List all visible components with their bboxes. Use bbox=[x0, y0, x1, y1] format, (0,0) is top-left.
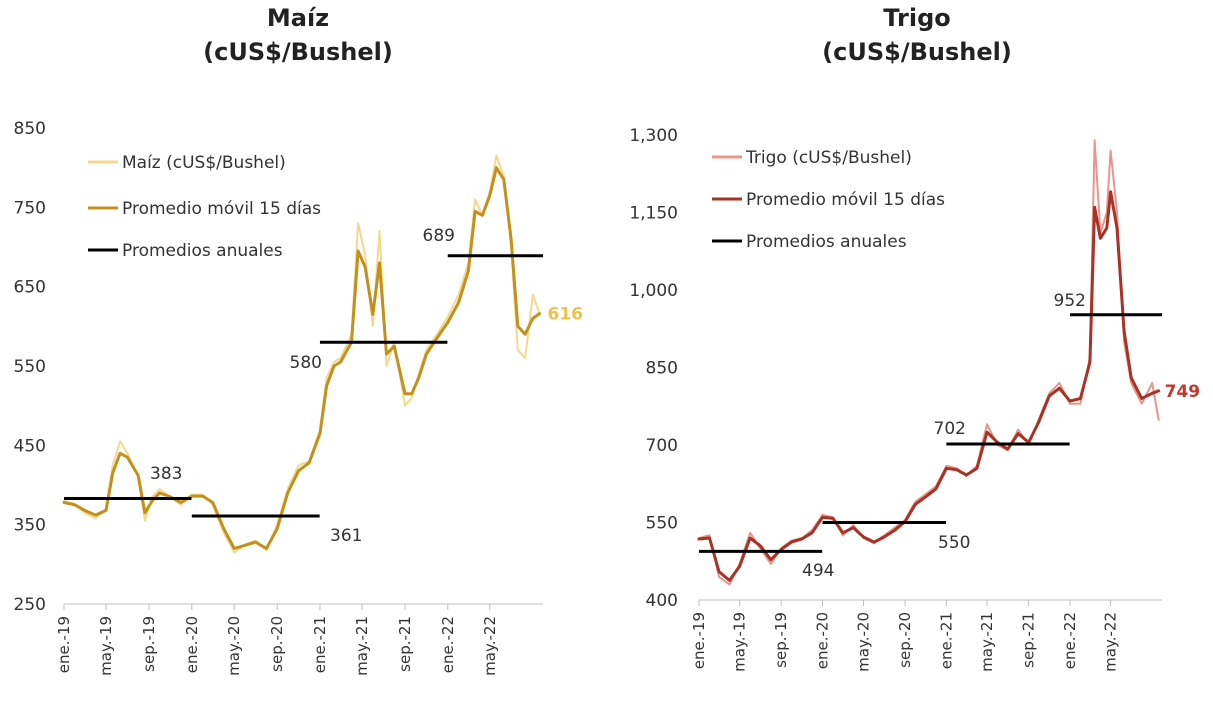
x-tick-label: may.-19 bbox=[97, 616, 115, 676]
y-tick-label: 350 bbox=[14, 516, 46, 536]
y-tick-label: 850 bbox=[646, 359, 678, 379]
x-tick-label: ene.-22 bbox=[1061, 612, 1079, 669]
annual-average-label: 494 bbox=[802, 561, 834, 581]
chart-subtitle: (cUS$/Bushel) bbox=[822, 38, 1012, 66]
x-tick-label: ene.-19 bbox=[690, 612, 708, 669]
chart-title: Maíz bbox=[267, 4, 329, 32]
x-tick-label: sep.-19 bbox=[772, 612, 790, 668]
trigo-chart-panel: Trigo (cUS$/Bushel) 1,300 1,150 1,000 850 700 5… bbox=[606, 0, 1213, 704]
y-tick-label: 400 bbox=[646, 591, 678, 611]
annual-average-label: 702 bbox=[934, 419, 966, 439]
daily-price-line bbox=[63, 154, 541, 554]
y-tick-label: 1,150 bbox=[629, 204, 678, 224]
x-tick-label: ene.-19 bbox=[55, 616, 73, 673]
moving-average-line bbox=[697, 190, 1161, 582]
x-tick-label: ene.-20 bbox=[814, 612, 832, 669]
legend-entry: Trigo (cUS$/Bushel) bbox=[745, 148, 912, 168]
x-tick-label: ene.-22 bbox=[439, 616, 457, 673]
y-tick-label: 550 bbox=[14, 357, 46, 377]
trigo-chart: Trigo (cUS$/Bushel) 1,300 1,150 1,000 850 700 5… bbox=[629, 4, 1201, 672]
y-tick-label: 1,300 bbox=[629, 126, 678, 146]
y-tick-label: 450 bbox=[14, 436, 46, 456]
annual-average-label: 361 bbox=[330, 526, 362, 546]
legend-entry: Promedios anuales bbox=[746, 232, 907, 252]
legend-entry: Promedio móvil 15 días bbox=[746, 190, 945, 210]
y-tick-label: 1,000 bbox=[629, 281, 678, 301]
x-tick-label: sep.-19 bbox=[140, 616, 158, 672]
last-value-label: 616 bbox=[547, 305, 583, 325]
x-tick-label: ene.-20 bbox=[183, 616, 201, 673]
x-tick-label: sep.-21 bbox=[396, 616, 414, 672]
x-tick-label: may.-19 bbox=[731, 612, 749, 672]
y-tick-label: 650 bbox=[14, 278, 46, 298]
y-tick-label: 750 bbox=[14, 198, 46, 218]
x-tick-label: ene.-21 bbox=[937, 612, 955, 669]
maiz-chart: Maíz (cUS$/Bushel) 850 750 650 550 450 350 250 en… bbox=[14, 4, 583, 676]
x-tick-label: ene.-21 bbox=[311, 616, 329, 673]
maiz-chart-panel: Maíz (cUS$/Bushel) 850 750 650 550 450 350 250 en… bbox=[0, 0, 606, 704]
y-tick-label: 700 bbox=[646, 436, 678, 456]
moving-average-line bbox=[62, 166, 541, 550]
x-tick-label: sep.-20 bbox=[896, 612, 914, 668]
y-tick-label: 850 bbox=[14, 119, 46, 139]
x-tick-label: may.-21 bbox=[353, 616, 371, 676]
x-tick-label: may.-20 bbox=[225, 616, 243, 676]
annual-average-label: 689 bbox=[423, 226, 455, 246]
y-tick-label: 550 bbox=[646, 514, 678, 534]
y-tick-label: 250 bbox=[14, 595, 46, 615]
annual-average-label: 952 bbox=[1054, 291, 1086, 311]
legend-entry: Promedio móvil 15 días bbox=[122, 199, 321, 219]
legend-entry: Promedios anuales bbox=[122, 241, 283, 261]
annual-average-label: 383 bbox=[150, 464, 182, 484]
x-tick-label: sep.-20 bbox=[268, 616, 286, 672]
x-tick-label: may.-20 bbox=[854, 612, 872, 672]
annual-average-label: 550 bbox=[938, 533, 970, 553]
x-tick-label: sep.-21 bbox=[1020, 612, 1038, 668]
x-tick-label: may.-21 bbox=[978, 612, 996, 672]
legend-entry: Maíz (cUS$/Bushel) bbox=[122, 153, 286, 173]
last-value-label: 749 bbox=[1165, 382, 1201, 402]
x-tick-label: may.-22 bbox=[481, 616, 499, 676]
annual-average-label: 580 bbox=[290, 353, 322, 373]
x-tick-label: may.-22 bbox=[1102, 612, 1120, 672]
chart-title: Trigo bbox=[883, 4, 950, 32]
chart-subtitle: (cUS$/Bushel) bbox=[203, 38, 393, 66]
